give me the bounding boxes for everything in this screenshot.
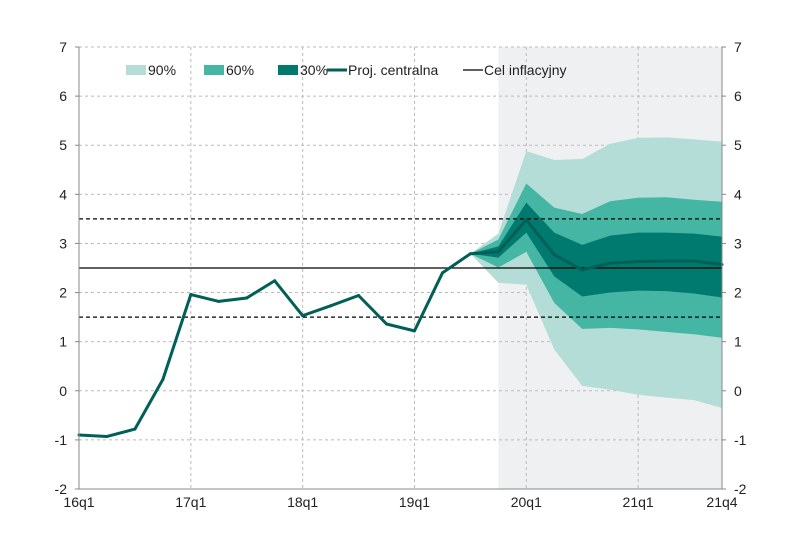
x-tick-label: 16q1 xyxy=(63,494,94,510)
y-tick-left: 4 xyxy=(59,186,67,202)
central-point xyxy=(357,294,361,298)
y-tick-left: 1 xyxy=(59,334,67,350)
legend: 90% 60% 30% Proj. centralna Cel inflacyj… xyxy=(126,62,566,78)
central-point xyxy=(329,304,333,308)
legend-label-target: Cel inflacyjny xyxy=(484,62,566,78)
legend-swatch-90 xyxy=(126,65,146,75)
y-tick-right: 6 xyxy=(734,88,742,104)
legend-swatch-30 xyxy=(278,65,298,75)
central-point xyxy=(440,271,444,275)
y-tick-right: 0 xyxy=(734,383,742,399)
x-tick-label: 17q1 xyxy=(175,494,206,510)
y-tick-right: 4 xyxy=(734,186,742,202)
x-tick-label: 18q1 xyxy=(287,494,318,510)
central-point xyxy=(524,218,528,222)
legend-swatch-60 xyxy=(204,65,224,75)
central-point xyxy=(692,259,696,263)
y-tick-left: -2 xyxy=(55,481,68,497)
y-tick-right: -1 xyxy=(734,432,747,448)
central-point xyxy=(105,434,109,438)
central-point xyxy=(245,296,249,300)
central-point xyxy=(133,427,137,431)
y-tick-right: 5 xyxy=(734,137,742,153)
central-point xyxy=(189,293,193,297)
y-tick-left: 5 xyxy=(59,137,67,153)
central-point xyxy=(273,279,277,283)
x-tick-label: 21q1 xyxy=(623,494,654,510)
central-point xyxy=(636,260,640,264)
y-tick-right: 1 xyxy=(734,334,742,350)
legend-label-60: 60% xyxy=(226,62,254,78)
central-point xyxy=(217,299,221,303)
central-point xyxy=(385,322,389,326)
y-tick-right: 2 xyxy=(734,285,742,301)
central-point xyxy=(664,259,668,263)
y-tick-right: -2 xyxy=(734,481,747,497)
y-tick-left: 3 xyxy=(59,235,67,251)
central-point xyxy=(468,252,472,256)
central-projection-line xyxy=(78,218,723,438)
x-tick-label: 19q1 xyxy=(399,494,430,510)
central-point xyxy=(552,253,556,257)
y-tick-left: -1 xyxy=(55,432,68,448)
central-point xyxy=(496,250,500,254)
x-tick-label: 20q1 xyxy=(511,494,542,510)
legend-label-90: 90% xyxy=(148,62,176,78)
y-tick-left: 7 xyxy=(59,39,67,55)
legend-label-30: 30% xyxy=(300,62,328,78)
x-tick-label: 21q4 xyxy=(706,494,737,510)
y-tick-left: 6 xyxy=(59,88,67,104)
y-tick-right: 3 xyxy=(734,235,742,251)
central-point xyxy=(412,329,416,333)
central-point xyxy=(301,314,305,318)
legend-label-central: Proj. centralna xyxy=(348,62,438,78)
central-point xyxy=(608,261,612,265)
y-tick-right: 7 xyxy=(734,39,742,55)
central-point xyxy=(580,268,584,272)
y-tick-left: 2 xyxy=(59,285,67,301)
central-point xyxy=(161,377,165,381)
y-tick-left: 0 xyxy=(59,383,67,399)
